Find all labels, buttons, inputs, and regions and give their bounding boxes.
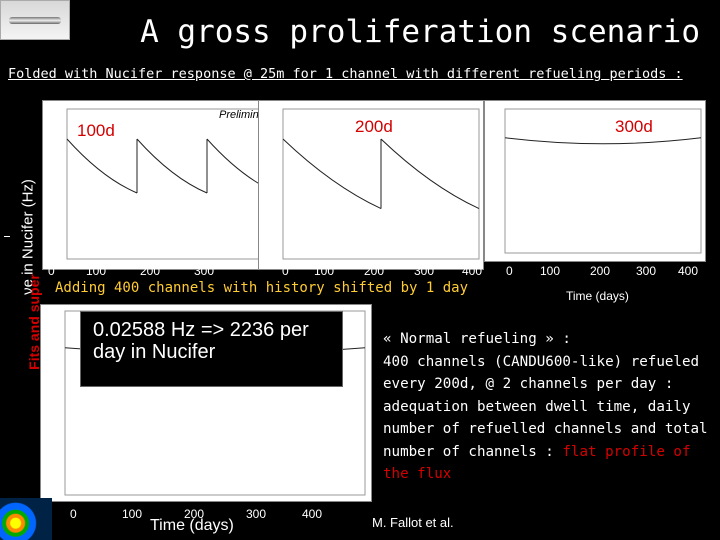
chart-panel-100d: 100d Preliminary: [42, 100, 282, 270]
ticks-panel-3: 0 100 200 300 400: [506, 264, 711, 280]
flat-profile-highlight: flat profile of the flux: [383, 443, 691, 483]
tick: 0: [506, 264, 513, 278]
tick: 200: [184, 507, 205, 521]
banner-text: Adding 400 channels with history shifted…: [55, 280, 469, 296]
tick: 400: [678, 264, 699, 278]
chart-200d-svg: [282, 108, 480, 260]
tick: 200: [590, 264, 611, 278]
refueling-body: 400 channels (CANDU600-like) refueled ev…: [383, 351, 713, 486]
panel-tag-200d: 200d: [355, 117, 393, 136]
rate-callout-text: 0.02588 Hz => 2236 per day in Nucifer: [93, 319, 309, 363]
series-line-segment: [380, 138, 480, 210]
tick: 300: [636, 264, 657, 278]
chart-100d-frame: [66, 108, 278, 260]
tick: 300: [246, 507, 267, 521]
series-line-segment: [504, 137, 702, 145]
chart-100d-svg: [66, 108, 278, 260]
tick: 400: [462, 264, 483, 278]
chart-300d-svg: [504, 108, 702, 254]
chart-300d-frame: [504, 108, 702, 254]
tick: 100: [540, 264, 561, 278]
tick: 400: [302, 507, 323, 521]
rate-callout-box: 0.02588 Hz => 2236 per day in Nucifer: [80, 311, 343, 387]
ticks-lower: 0 100 200 300 400: [70, 507, 360, 523]
tick: 200: [140, 264, 161, 278]
x-axis-label-lower: Time (days): [150, 517, 234, 534]
chart-panel-300d: 300d: [484, 100, 706, 262]
author-footer: M. Fallot et al.: [372, 515, 454, 530]
dash-mark: [4, 236, 10, 237]
series-line-segment: [282, 138, 382, 210]
slide-subtitle: Folded with Nucifer response @ 25m for 1…: [8, 66, 683, 82]
fuel-rod-image: [0, 0, 70, 40]
tick: 100: [314, 264, 335, 278]
refueling-body-text: 400 channels (CANDU600-like) refueled ev…: [383, 353, 708, 460]
chart-300d-plot: [504, 137, 702, 145]
chart-panel-200d: 200d: [258, 100, 484, 270]
ticks-panel-1: 0 100 200 300: [48, 264, 248, 280]
tick: 300: [194, 264, 215, 278]
x-axis-label-300d: Time (days): [566, 289, 629, 303]
ticks-panel-2: 0 100 200 300 400: [282, 264, 487, 280]
refueling-description: « Normal refueling » : 400 channels (CAN…: [383, 328, 713, 486]
refueling-heading: « Normal refueling » :: [383, 331, 571, 347]
institution-logo: [0, 498, 52, 540]
tick: 100: [122, 507, 143, 521]
panel-tag-100d: 100d: [77, 121, 115, 140]
slide-title: A gross proliferation scenario: [140, 14, 700, 50]
series-line-segment: [66, 138, 138, 194]
tick: 200: [364, 264, 385, 278]
tick: 0: [70, 507, 77, 521]
series-line-segment: [136, 138, 208, 194]
chart-200d-plot: [282, 138, 480, 210]
panel-tag-300d: 300d: [615, 117, 653, 136]
tick: 100: [86, 264, 107, 278]
tick: 300: [414, 264, 435, 278]
tick: 0: [282, 264, 289, 278]
tick: 0: [48, 264, 55, 278]
